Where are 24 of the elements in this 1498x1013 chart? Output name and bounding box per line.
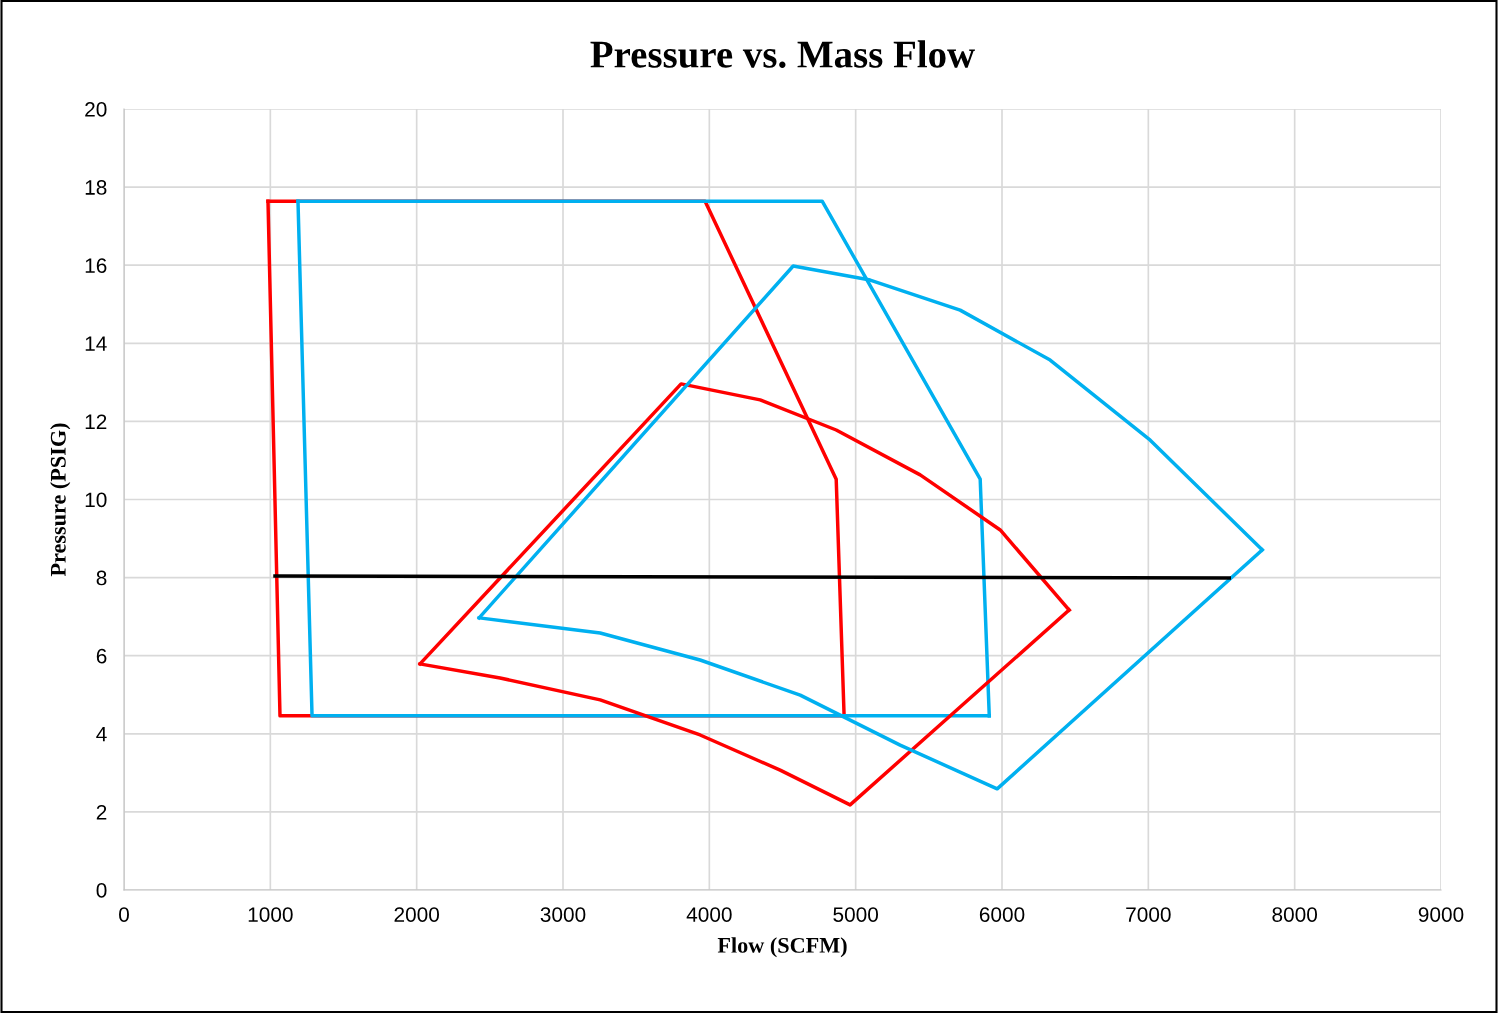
x-tick-label: 2000: [394, 907, 440, 922]
chart-title: Pressure vs. Mass Flow: [590, 40, 975, 68]
y-tick-label: 8: [96, 570, 107, 586]
y-axis-title: Pressure (PSIG): [50, 423, 71, 577]
x-tick-label: 4000: [686, 907, 732, 922]
y-tick-label: 10: [85, 492, 107, 508]
y-tick-label: 12: [85, 414, 107, 429]
y-tick-label: 18: [85, 180, 107, 195]
y-tick-label: 4: [96, 727, 107, 742]
y-tick-label: 6: [96, 648, 107, 664]
y-tick-label: 2: [96, 804, 107, 820]
x-tick-label: 7000: [1126, 907, 1171, 922]
y-tick-label: 14: [85, 336, 107, 351]
y-tick-label: 16: [85, 258, 107, 273]
x-axis-title: Flow (SCFM): [717, 937, 847, 958]
y-tick-label: 0: [96, 883, 107, 898]
x-tick-label: 0: [119, 907, 129, 922]
x-tick-label: 9000: [1418, 907, 1464, 922]
y-tick-label: 20: [85, 102, 107, 117]
x-tick-label: 5000: [833, 907, 879, 922]
x-tick-label: 3000: [540, 907, 586, 922]
x-tick-label: 8000: [1272, 907, 1318, 922]
x-tick-label: 1000: [248, 907, 293, 922]
x-tick-label: 6000: [979, 907, 1025, 922]
